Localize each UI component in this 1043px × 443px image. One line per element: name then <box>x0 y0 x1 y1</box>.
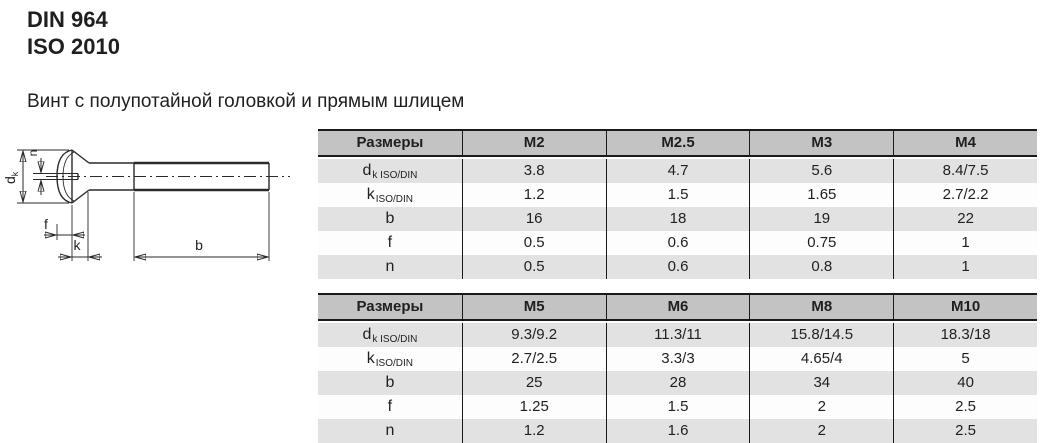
table-cell-value: 15.8/14.5 <box>749 323 893 347</box>
table-cell-value: 2 <box>749 395 893 419</box>
b-dimension-label: b <box>195 237 203 253</box>
column-header-dimensions: Размеры <box>356 134 424 151</box>
column-header-size: M6 <box>605 295 750 319</box>
table-cell-value: 16 <box>461 207 606 231</box>
row-label: kISO/DIN <box>366 186 414 205</box>
table-cell-value: 3.8 <box>461 159 606 183</box>
table-cell-value: 4.7 <box>605 159 750 183</box>
table-row: kISO/DIN 2.7/2.5 3.3/3 4.65/4 5 <box>318 347 1037 371</box>
dimensions-table-m5-m10: Размеры M5 M6 M8 M10 dk ISO/DIN 9.3/9.2 11.3/11… <box>318 293 1037 443</box>
table-cell-value: 9.3/9.2 <box>461 323 606 347</box>
cone-bottom-edge <box>71 189 90 204</box>
table-cell-value: 1.6 <box>605 419 750 443</box>
column-header-size: M8 <box>749 295 893 319</box>
table-cell-value: 2 <box>749 419 893 443</box>
standards-title-block: DIN 964 ISO 2010 <box>27 6 120 60</box>
table-cell-value: 1 <box>893 231 1037 255</box>
table-cell-value: 40 <box>893 371 1037 395</box>
table-cell-value: 4.65/4 <box>749 347 893 371</box>
table-cell-value: 11.3/11 <box>605 323 750 347</box>
cone-top-edge <box>71 149 90 164</box>
row-label: dk ISO/DIN <box>362 326 418 345</box>
table-cell-value: 0.5 <box>461 231 606 255</box>
table-cell-value: 8.4/7.5 <box>893 159 1037 183</box>
column-header-size: M2 <box>461 131 606 155</box>
head-dome-outline <box>56 149 73 204</box>
table-cell-value: 0.75 <box>749 231 893 255</box>
column-header-size: M10 <box>893 295 1037 319</box>
row-label: f <box>387 234 393 251</box>
din-standard-title: DIN 964 <box>27 7 108 32</box>
row-label: kISO/DIN <box>366 350 414 369</box>
row-label: dk ISO/DIN <box>362 162 418 181</box>
table-cell-value: 1.5 <box>605 183 750 207</box>
table-row: n 0.5 0.6 0.8 1 <box>318 255 1037 279</box>
table-cell-value: 1.65 <box>749 183 893 207</box>
table-cell-value: 2.7/2.2 <box>893 183 1037 207</box>
table-cell-value: 25 <box>461 371 606 395</box>
table-cell-value: 0.6 <box>605 255 750 279</box>
table-row: b 25 28 34 40 <box>318 371 1037 395</box>
table-cell-value: 2.5 <box>893 419 1037 443</box>
row-label: n <box>385 422 395 439</box>
table-cell-value: 1.2 <box>461 419 606 443</box>
row-label: b <box>385 374 395 391</box>
k-dimension-label: k <box>74 237 82 253</box>
row-label: b <box>385 210 395 227</box>
table-body: dk ISO/DIN 9.3/9.2 11.3/11 15.8/14.5 18.3/18… <box>318 323 1037 443</box>
table-cell-value: 3.3/3 <box>605 347 750 371</box>
table-row: dk ISO/DIN 3.8 4.7 5.6 8.4/7.5 <box>318 159 1037 183</box>
table-cell-value: 34 <box>749 371 893 395</box>
dimension-tables-area: Размеры M2 M2.5 M3 M4 dk ISO/DIN 3.8 4.7 5.6 8.4/… <box>318 129 1037 443</box>
head-slot-groove-arc <box>62 151 75 202</box>
table-cell-value: 2.7/2.5 <box>461 347 606 371</box>
table-header-row: Размеры M2 M2.5 M3 M4 <box>318 129 1037 157</box>
table-cell-value: 1 <box>893 255 1037 279</box>
table-row: kISO/DIN 1.2 1.5 1.65 2.7/2.2 <box>318 183 1037 207</box>
table-cell-value: 19 <box>749 207 893 231</box>
row-label: n <box>385 258 395 275</box>
dk-dimension-label: dk <box>2 171 20 184</box>
table-cell-value: 1.2 <box>461 183 606 207</box>
table-cell-value: 1.25 <box>461 395 606 419</box>
table-cell-value: 5.6 <box>749 159 893 183</box>
column-header-size: M2.5 <box>605 131 750 155</box>
table-cell-value: 22 <box>893 207 1037 231</box>
table-cell-value: 0.5 <box>461 255 606 279</box>
iso-standard-title: ISO 2010 <box>27 34 120 59</box>
table-header-row: Размеры M5 M6 M8 M10 <box>318 293 1037 321</box>
screw-technical-drawing-icon: dk n f k b <box>2 149 290 261</box>
table-cell-value: 0.8 <box>749 255 893 279</box>
product-description: Винт с полупотайной головкой и прямым шл… <box>27 91 465 112</box>
column-header-dimensions: Размеры <box>356 298 424 315</box>
column-header-size: M5 <box>461 295 606 319</box>
row-label: f <box>387 398 393 415</box>
table-cell-value: 0.6 <box>605 231 750 255</box>
n-dimension-label: n <box>26 150 40 157</box>
column-header-size: M4 <box>893 131 1037 155</box>
f-dimension-label: f <box>44 216 48 232</box>
table-cell-value: 18 <box>605 207 750 231</box>
table-body: dk ISO/DIN 3.8 4.7 5.6 8.4/7.5 kISO/DIN 1.2 1.5… <box>318 159 1037 279</box>
dimensions-table-m2-m4: Размеры M2 M2.5 M3 M4 dk ISO/DIN 3.8 4.7 5.6 8.4/… <box>318 129 1037 279</box>
column-header-size: M3 <box>749 131 893 155</box>
table-row: dk ISO/DIN 9.3/9.2 11.3/11 15.8/14.5 18.3/18 <box>318 323 1037 347</box>
table-cell-value: 5 <box>893 347 1037 371</box>
table-cell-value: 2.5 <box>893 395 1037 419</box>
table-cell-value: 1.5 <box>605 395 750 419</box>
table-row: b 16 18 19 22 <box>318 207 1037 231</box>
table-cell-value: 28 <box>605 371 750 395</box>
table-row: n 1.2 1.6 2 2.5 <box>318 419 1037 443</box>
table-row: f 1.25 1.5 2 2.5 <box>318 395 1037 419</box>
table-row: f 0.5 0.6 0.75 1 <box>318 231 1037 255</box>
table-cell-value: 18.3/18 <box>893 323 1037 347</box>
